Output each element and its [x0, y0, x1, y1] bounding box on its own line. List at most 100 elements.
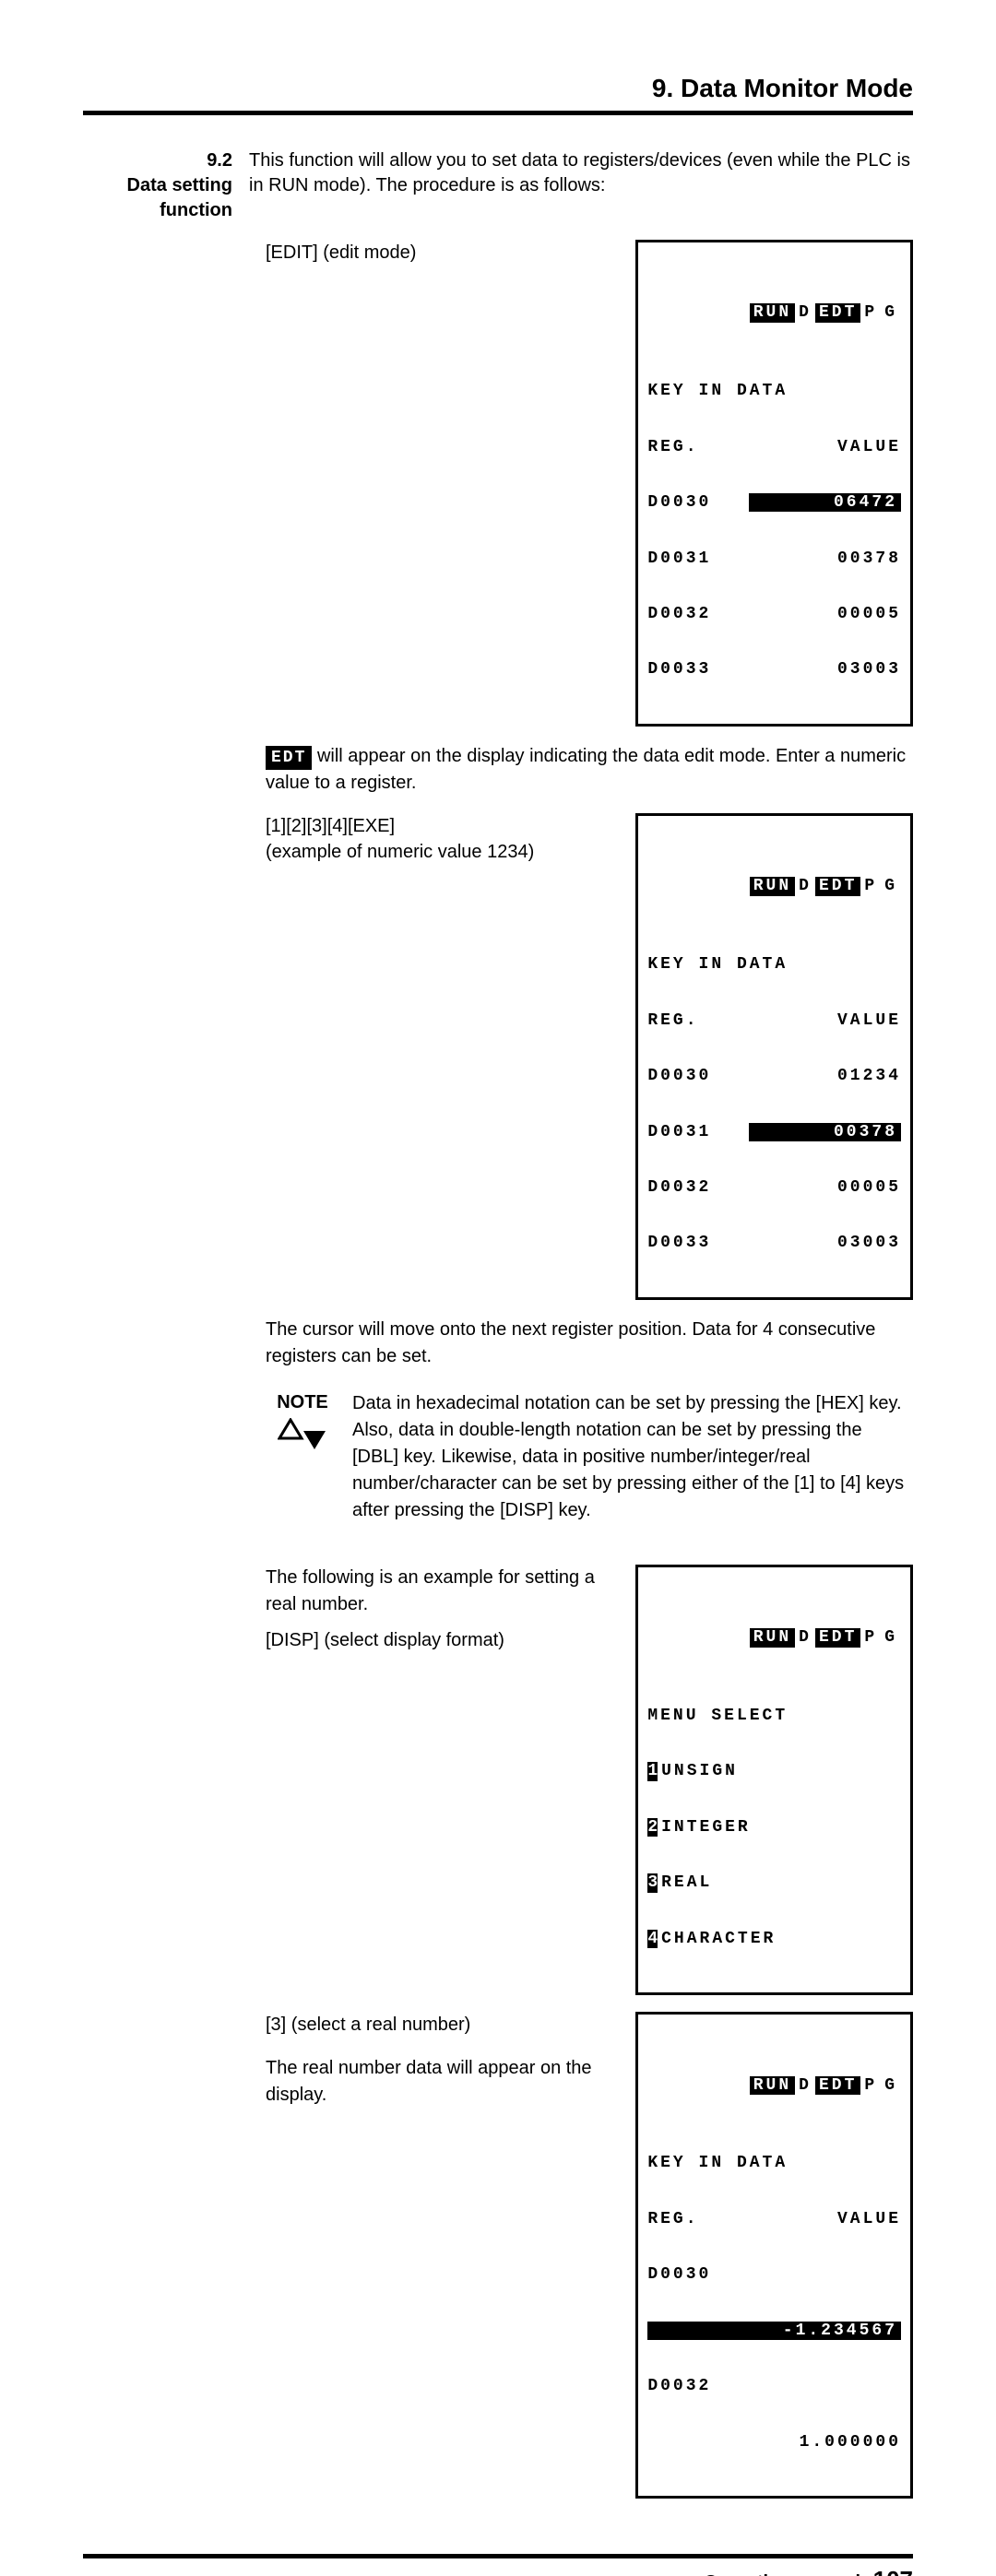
lcd2-row-1-val: 00378: [749, 1123, 901, 1141]
step-2: [1][2][3][4][EXE] (example of numeric va…: [266, 813, 913, 1300]
lcd1-row-0-val: 06472: [749, 493, 901, 512]
note-left: NOTE: [266, 1390, 339, 1524]
lcd4-row-0-reg: D0030: [647, 2265, 901, 2284]
lcd1-col-reg: REG.: [647, 438, 749, 456]
status-edt-3: EDT: [815, 1628, 860, 1647]
status-p-3: P: [860, 1628, 881, 1647]
footer-rule: [83, 2554, 913, 2558]
lcd1-row-3: D0033 03003: [647, 660, 901, 679]
lcd1-row-3-val: 03003: [749, 660, 901, 679]
step-3-intro: The following is an example for setting …: [266, 1565, 613, 1618]
lcd4-col-reg: REG.: [647, 2210, 749, 2228]
lcd3-item-2: 3REAL: [647, 1873, 901, 1892]
lcd4-header: KEY IN DATA: [647, 2154, 901, 2172]
section-label-2: function: [83, 198, 232, 223]
lcd1-row-2-reg: D0032: [647, 605, 749, 623]
lcd2-cols: REG. VALUE: [647, 1011, 901, 1030]
lcd2-row-2: D0032 00005: [647, 1178, 901, 1197]
step-4-left: [3] (select a real number) The real numb…: [266, 2012, 613, 2109]
status-g: G: [881, 303, 901, 322]
lcd2-row-3-val: 03003: [749, 1234, 901, 1252]
footer-label: Operation manual: [704, 2572, 860, 2576]
lcd1-row-1-val: 00378: [749, 549, 901, 568]
lcd3-item-2-lbl: REAL: [661, 1873, 712, 1892]
lcd2-row-0-reg: D0030: [647, 1067, 749, 1085]
status-edt-2: EDT: [815, 877, 860, 895]
lcd1-status: RUNDEDTPG: [647, 285, 901, 340]
lcd4-cols: REG. VALUE: [647, 2210, 901, 2228]
lcd3-item-3: 4CHARACTER: [647, 1930, 901, 1948]
status-p-2: P: [860, 877, 881, 895]
step-3-left: The following is an example for setting …: [266, 1565, 613, 1654]
lcd1-header: KEY IN DATA: [647, 382, 901, 400]
lcd1-row-0-reg: D0030: [647, 493, 749, 512]
status-p-4: P: [860, 2076, 881, 2095]
lcd3-title: MENU SELECT: [647, 1707, 901, 1725]
lcd4-row-1-val: 1.000000: [647, 2433, 901, 2452]
lcd3-item-1-lbl: INTEGER: [661, 1818, 751, 1837]
status-run-4: RUN: [750, 2076, 795, 2095]
lcd1-row-1-reg: D0031: [647, 549, 749, 568]
lcd1-col-val: VALUE: [749, 438, 901, 456]
lcd1-row-2: D0032 00005: [647, 605, 901, 623]
note-body: Data in hexadecimal notation can be set …: [352, 1390, 913, 1524]
edt-paragraph: EDT will appear on the display indicatin…: [266, 743, 913, 797]
step-2-line1: [1][2][3][4][EXE]: [266, 813, 613, 839]
status-d-2: D: [795, 877, 815, 895]
lcd2-header: KEY IN DATA: [647, 955, 901, 974]
lcd1-row-3-reg: D0033: [647, 660, 749, 679]
footer: Operation manual 107: [83, 2566, 913, 2576]
chapter-title: 9. Data Monitor Mode: [83, 74, 913, 111]
step-2-text: [1][2][3][4][EXE] (example of numeric va…: [266, 813, 613, 865]
section-intro: This function will allow you to set data…: [249, 148, 913, 198]
lcd3-item-0-lbl: UNSIGN: [661, 1762, 738, 1780]
note-block: NOTE Data in hexadecimal notation can be…: [266, 1390, 913, 1524]
lcd2-row-2-val: 00005: [749, 1178, 901, 1197]
lcd2-row-0-val: 01234: [749, 1067, 901, 1085]
lcd-panel-2: RUNDEDTPG KEY IN DATA REG. VALUE D0030 0…: [635, 813, 913, 1300]
lcd1-row-0: D0030 06472: [647, 493, 901, 512]
step-3: The following is an example for setting …: [266, 1565, 913, 1995]
page-number: 107: [873, 2566, 913, 2576]
status-d-3: D: [795, 1628, 815, 1647]
lcd3-item-0-num: 1: [647, 1762, 658, 1780]
lcd1-row-2-val: 00005: [749, 605, 901, 623]
lcd2-row-2-reg: D0032: [647, 1178, 749, 1197]
note-icon: [278, 1418, 327, 1451]
step-4: [3] (select a real number) The real numb…: [266, 2012, 913, 2499]
lcd2-col-val: VALUE: [749, 1011, 901, 1030]
lcd3-status: RUNDEDTPG: [647, 1610, 901, 1665]
lcd4-col-val: VALUE: [749, 2210, 901, 2228]
lcd3-item-0: 1UNSIGN: [647, 1762, 901, 1780]
status-g-4: G: [881, 2076, 901, 2095]
header-rule: [83, 111, 913, 115]
lcd3-item-2-num: 3: [647, 1873, 658, 1892]
lcd2-row-0: D0030 01234: [647, 1067, 901, 1085]
lcd3-item-3-lbl: CHARACTER: [661, 1930, 776, 1948]
step-2-line2: (example of numeric value 1234): [266, 839, 613, 865]
lcd-panel-3: RUNDEDTPG MENU SELECT 1UNSIGN 2INTEGER 3…: [635, 1565, 913, 1995]
status-edt-4: EDT: [815, 2076, 860, 2095]
status-g-3: G: [881, 1628, 901, 1647]
lcd4-row-0-val-text: -1.234567: [664, 2322, 897, 2340]
status-p: P: [860, 303, 881, 322]
lcd1-row-1: D0031 00378: [647, 549, 901, 568]
lcd4-row-1-reg: D0032: [647, 2377, 901, 2395]
status-edt: EDT: [815, 303, 860, 322]
lcd3-item-1-num: 2: [647, 1818, 658, 1837]
section-label-1: Data setting: [83, 173, 232, 198]
lcd-panel-1: RUNDEDTPG KEY IN DATA REG. VALUE D0030 0…: [635, 240, 913, 727]
lcd2-row-1-reg: D0031: [647, 1123, 749, 1141]
step-1: [EDIT] (edit mode) RUNDEDTPG KEY IN DATA…: [266, 240, 913, 727]
edt-tag: EDT: [266, 746, 312, 770]
step-1-text: [EDIT] (edit mode): [266, 240, 613, 266]
status-run: RUN: [750, 303, 795, 322]
section-margin: 9.2 Data setting function: [83, 148, 249, 223]
lcd2-row-3: D0033 03003: [647, 1234, 901, 1252]
lcd-panel-4: RUNDEDTPG KEY IN DATA REG. VALUE D0030 -…: [635, 2012, 913, 2499]
cursor-paragraph: The cursor will move onto the next regis…: [266, 1317, 913, 1370]
note-label: NOTE: [277, 1392, 328, 1412]
lcd4-status: RUNDEDTPG: [647, 2058, 901, 2113]
status-run-3: RUN: [750, 1628, 795, 1647]
lcd2-row-1: D0031 00378: [647, 1123, 901, 1141]
